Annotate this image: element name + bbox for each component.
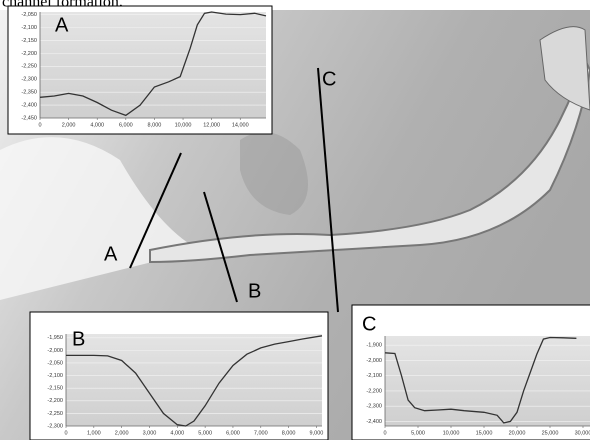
x-tick-label: 30,000 [575, 430, 590, 436]
x-tick-label: 2,000 [62, 122, 76, 128]
y-tick-label: -2,100 [21, 25, 37, 31]
x-tick-label: 25,000 [542, 430, 559, 436]
x-tick-label: 2,000 [115, 430, 129, 436]
x-tick-label: 4,000 [90, 122, 104, 128]
y-tick-label: -2,050 [21, 12, 37, 18]
chart-title: B [72, 328, 85, 350]
y-tick-label: -2,150 [47, 386, 63, 392]
y-tick-label: -2,200 [366, 388, 382, 394]
y-tick-label: -2,450 [21, 115, 37, 121]
x-tick-label: 3,000 [143, 430, 157, 436]
y-tick-label: -2,200 [47, 398, 63, 404]
plot-area [40, 12, 266, 118]
y-tick-label: -1,950 [47, 335, 63, 341]
x-tick-label: 20,000 [509, 430, 526, 436]
x-tick-label: 0 [38, 122, 41, 128]
y-tick-label: -2,300 [21, 77, 37, 83]
x-tick-label: 5,000 [411, 430, 425, 436]
map-label: C [322, 68, 336, 90]
x-tick-label: 15,000 [476, 430, 493, 436]
y-tick-label: -2,200 [21, 51, 37, 57]
y-tick-label: -2,300 [47, 423, 63, 429]
x-tick-label: 0 [383, 430, 386, 436]
map-label: A [104, 243, 118, 265]
chart-title: C [362, 313, 376, 335]
figure: channel formation. A B C -2,050-2,100-2,… [0, 0, 590, 440]
x-tick-label: 0 [64, 430, 67, 436]
y-tick-label: -2,250 [21, 64, 37, 70]
y-tick-label: -2,350 [21, 90, 37, 96]
x-tick-label: 12,000 [203, 122, 220, 128]
x-tick-label: 5,000 [198, 430, 212, 436]
y-tick-label: -2,000 [366, 358, 382, 364]
x-tick-label: 9,000 [310, 430, 324, 436]
x-tick-label: 10,000 [175, 122, 192, 128]
y-tick-label: -2,000 [47, 348, 63, 354]
map-label: B [248, 280, 261, 302]
y-tick-label: -2,100 [366, 373, 382, 379]
plot-area [66, 334, 322, 426]
y-tick-label: -2,400 [21, 103, 37, 109]
page: channel formation. A B C -2,050-2,100-2,… [0, 0, 590, 440]
x-tick-label: 8,000 [282, 430, 296, 436]
x-tick-label: 1,000 [87, 430, 101, 436]
x-tick-label: 8,000 [148, 122, 162, 128]
y-tick-label: -2,250 [47, 411, 63, 417]
y-tick-label: -2,100 [47, 373, 63, 379]
x-tick-label: 4,000 [170, 430, 184, 436]
y-tick-label: -1,900 [366, 343, 382, 349]
y-tick-label: -2,150 [21, 38, 37, 44]
x-tick-label: 6,000 [119, 122, 133, 128]
y-tick-label: -2,400 [366, 419, 382, 425]
x-tick-label: 7,000 [254, 430, 268, 436]
x-tick-label: 14,000 [232, 122, 249, 128]
x-tick-label: 6,000 [226, 430, 240, 436]
x-tick-label: 10,000 [443, 430, 460, 436]
chart-title: A [55, 14, 69, 36]
y-tick-label: -2,300 [366, 404, 382, 410]
y-tick-label: -2,050 [47, 360, 63, 366]
